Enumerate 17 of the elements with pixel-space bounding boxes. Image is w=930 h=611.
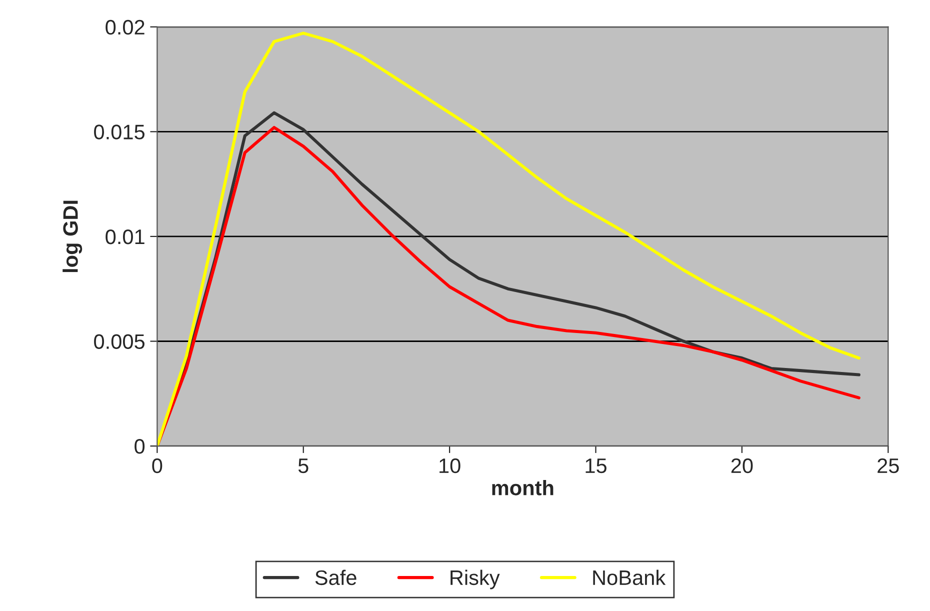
x-tick-label: 20 bbox=[731, 458, 753, 474]
y-tick-label: 0.01 bbox=[106, 229, 144, 244]
x-tick-label: 15 bbox=[586, 458, 606, 474]
line-series bbox=[157, 32, 860, 446]
y-tick-label: 0.02 bbox=[106, 20, 144, 35]
legend-label: NoBank bbox=[593, 570, 666, 586]
x-tick-label: 5 bbox=[298, 458, 308, 474]
legend-label: Risky bbox=[450, 570, 500, 590]
x-tick-label: 10 bbox=[440, 458, 460, 474]
y-tick-label: 0 bbox=[134, 439, 145, 454]
x-tick-label: 25 bbox=[878, 458, 899, 474]
x-tick-label: 0 bbox=[152, 458, 162, 474]
y-axis-title: log GDI bbox=[62, 200, 82, 272]
y-tick-label: 0.015 bbox=[94, 124, 144, 140]
legend-label: Safe bbox=[315, 570, 356, 586]
y-tick-label: 0.005 bbox=[94, 334, 144, 349]
x-axis-title: month bbox=[492, 480, 554, 496]
